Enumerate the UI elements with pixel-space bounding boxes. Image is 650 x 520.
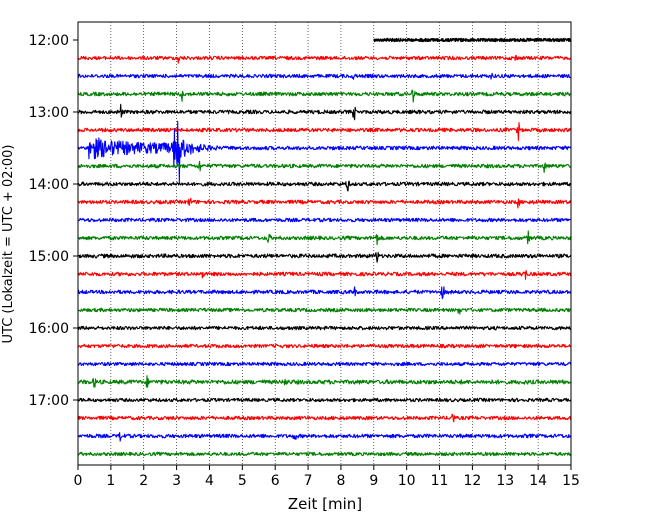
x-tick-label: 13 xyxy=(496,473,514,489)
seismic-trace xyxy=(77,103,572,121)
seismic-trace xyxy=(373,37,572,43)
y-axis-ticks: 12:00 13:00 14:00 15:00 16:00 17:00 xyxy=(29,33,78,409)
seismic-trace xyxy=(77,251,572,263)
x-tick-label: 12 xyxy=(463,473,481,489)
x-tick-label: 6 xyxy=(271,473,280,489)
x-tick-label: 7 xyxy=(304,473,313,489)
x-tick-label: 3 xyxy=(172,473,181,489)
x-axis-ticks: 0 1 2 3 4 5 6 7 8 9 10 11 12 13 14 15 xyxy=(74,465,580,489)
x-tick-label: 5 xyxy=(238,473,247,489)
x-tick-label: 1 xyxy=(106,473,115,489)
y-axis-label: UTC (Lokalzeit = UTC + 02:00) xyxy=(1,145,16,344)
seismic-trace xyxy=(77,180,572,192)
x-tick-label: 14 xyxy=(529,473,547,489)
seismic-trace xyxy=(77,413,572,423)
seismic-trace xyxy=(77,89,572,103)
y-tick-label: 14:00 xyxy=(29,177,69,193)
seismic-trace xyxy=(77,197,572,209)
seismic-trace xyxy=(77,451,572,457)
y-tick-label: 16:00 xyxy=(29,321,69,337)
plot-frame xyxy=(77,21,572,466)
seismic-trace xyxy=(77,286,572,300)
seismic-trace xyxy=(77,160,572,174)
seismic-trace xyxy=(77,361,572,367)
seismic-trace xyxy=(77,307,572,315)
x-tick-label: 15 xyxy=(562,473,580,489)
seismic-trace xyxy=(77,375,572,388)
x-tick-label: 8 xyxy=(336,473,345,489)
x-tick-label: 4 xyxy=(205,473,214,489)
seismic-trace xyxy=(77,122,572,142)
seismic-trace xyxy=(77,230,572,246)
grid-lines xyxy=(110,22,539,465)
seismic-trace xyxy=(77,72,572,80)
seismic-trace xyxy=(77,343,572,349)
x-tick-label: 0 xyxy=(74,473,83,489)
seismic-trace xyxy=(77,432,572,442)
seismic-trace xyxy=(77,325,572,331)
x-tick-label: 2 xyxy=(139,473,148,489)
seismic-trace xyxy=(77,217,572,223)
x-tick-label: 10 xyxy=(398,473,416,489)
y-tick-label: 15:00 xyxy=(29,249,69,265)
seismic-traces xyxy=(77,37,572,457)
seismic-trace xyxy=(77,269,572,280)
seismic-trace xyxy=(77,54,572,64)
y-tick-label: 12:00 xyxy=(29,33,69,49)
seismic-trace xyxy=(77,397,572,403)
y-tick-label: 13:00 xyxy=(29,105,69,121)
x-tick-label: 9 xyxy=(369,473,378,489)
seismic-trace xyxy=(77,120,572,183)
y-tick-label: 17:00 xyxy=(29,393,69,409)
x-tick-label: 11 xyxy=(431,473,449,489)
x-axis-label: Zeit [min] xyxy=(288,495,362,513)
